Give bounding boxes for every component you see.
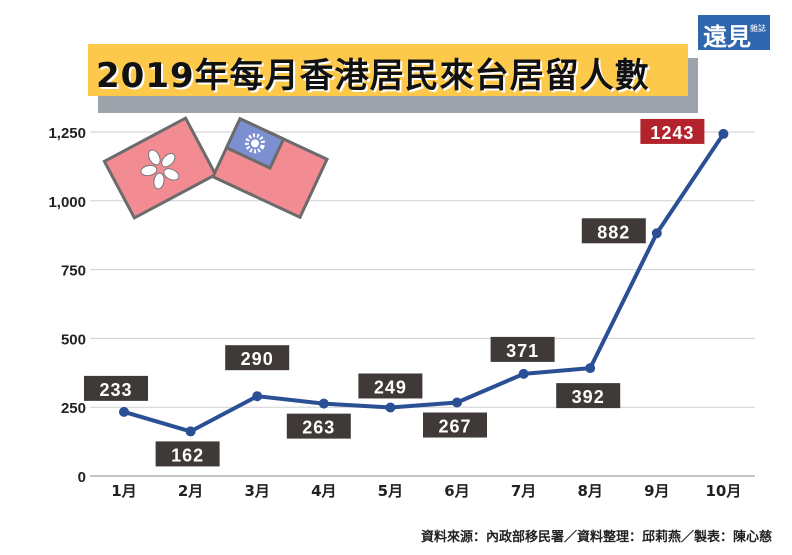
data-point — [585, 363, 596, 374]
data-label-box — [556, 383, 621, 409]
data-label-box — [225, 345, 290, 371]
data-label: 267 — [438, 417, 471, 437]
logo-sub: 雜誌 — [750, 24, 766, 33]
data-label-box — [640, 118, 705, 144]
data-label: 249 — [374, 377, 407, 397]
magazine-logo: 遠見 雜誌 — [698, 15, 770, 51]
x-tick-label: 1月 — [111, 482, 136, 500]
logo-main: 遠見 — [703, 22, 751, 51]
data-point — [252, 391, 263, 402]
data-label: 882 — [597, 222, 630, 242]
data-label-box — [155, 441, 220, 467]
data-point — [385, 402, 396, 413]
x-tick-label: 9月 — [644, 482, 669, 500]
title-banner — [88, 44, 688, 96]
y-tick-label: 250 — [61, 400, 86, 417]
data-label: 263 — [302, 418, 335, 438]
data-point — [119, 406, 129, 417]
data-point — [718, 128, 729, 139]
data-label-box — [581, 218, 646, 244]
series-line — [123, 132, 726, 434]
data-label-box — [84, 375, 148, 401]
data-point — [651, 228, 662, 239]
x-tick-label: 3月 — [244, 482, 269, 500]
taiwan-flag-icon — [210, 116, 330, 220]
y-tick-label: 750 — [61, 263, 86, 280]
y-tick-label: 0 — [78, 469, 86, 486]
data-label-box — [358, 373, 423, 399]
data-point — [318, 398, 329, 409]
x-tick-label: 7月 — [511, 482, 536, 500]
data-label-box — [286, 413, 351, 439]
chart-title: 2019年每月香港居民來台居留人數 — [96, 56, 650, 96]
data-label: 392 — [572, 387, 605, 407]
x-tick-label: 4月 — [311, 482, 336, 500]
y-tick-label: 1,250 — [48, 125, 86, 142]
source-note: 資料來源：內政部移民署／資料整理：邱莉燕／製表：陳心慈 — [420, 530, 772, 545]
x-tick-label: 10月 — [705, 482, 741, 500]
x-tick-label: 6月 — [444, 482, 469, 500]
data-label: 162 — [171, 445, 204, 465]
data-label: 1243 — [650, 123, 694, 143]
y-tick-label: 1,000 — [48, 194, 86, 211]
data-point — [452, 397, 462, 408]
hong-kong-flag-icon — [102, 116, 218, 220]
data-point — [518, 368, 529, 379]
x-tick-label: 2月 — [178, 482, 203, 500]
data-point — [185, 426, 196, 437]
x-tick-label: 5月 — [378, 482, 403, 500]
x-tick-label: 8月 — [577, 482, 602, 500]
data-label: 233 — [99, 380, 132, 400]
data-label: 371 — [506, 341, 539, 361]
data-label-box — [423, 412, 487, 438]
data-label-box — [490, 336, 555, 362]
data-label: 290 — [241, 349, 274, 369]
y-tick-label: 500 — [61, 331, 86, 348]
